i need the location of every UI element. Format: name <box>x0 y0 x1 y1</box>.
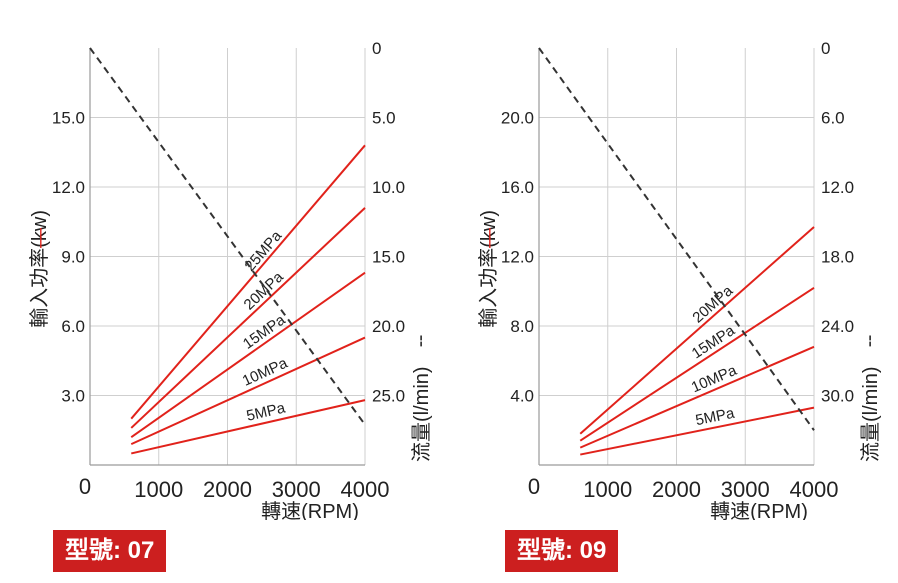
series-label-10mpa: 10MPa <box>689 362 740 397</box>
right-tick-label: 25.0 <box>372 387 405 406</box>
left-tick-label: 12.0 <box>52 178 85 197</box>
power-line-15mpa <box>579 286 815 442</box>
power-flow-chart-09: 1000 2000 3000 4000 4.0 8.0 12.0 16.0 20.0 0 0 6.0 1… <box>477 39 882 520</box>
flow-legend-marker: ╌ <box>860 335 882 347</box>
power-line-20mpa <box>130 207 366 429</box>
series-label-20mpa: 20MPa <box>689 282 736 327</box>
flow-line-dashed <box>538 47 815 431</box>
right-tick-label: 10.0 <box>372 178 405 197</box>
power-legend-marker: — <box>29 228 51 248</box>
left-tick-label: 4.0 <box>510 387 534 406</box>
y-axis-right-title: 流量(l/min) <box>859 366 882 462</box>
left-tick-label: 20.0 <box>501 109 534 128</box>
x-tick-label: 2000 <box>203 477 252 502</box>
left-tick-label: 6.0 <box>61 317 85 336</box>
origin-label: 0 <box>79 474 91 499</box>
power-line-20mpa <box>579 226 815 435</box>
x-tick-label: 3000 <box>272 477 321 502</box>
series-label-25mpa: 25MPa <box>242 227 286 275</box>
left-tick-label: 8.0 <box>510 317 534 336</box>
right-tick-label: 12.0 <box>821 178 854 197</box>
right-tick-label: 24.0 <box>821 317 854 336</box>
x-tick-label: 2000 <box>652 477 701 502</box>
model-badge-07: 型號: 07 <box>53 530 167 572</box>
series-label-10mpa: 10MPa <box>240 354 291 389</box>
left-tick-label: 15.0 <box>52 109 85 128</box>
left-tick-label: 9.0 <box>61 248 85 267</box>
x-tick-label: 4000 <box>790 477 839 502</box>
right-tick-label: 0 <box>372 39 381 58</box>
y-axis-left-title: 輸入功率(kw) <box>477 210 500 328</box>
model-badge-09: 型號: 09 <box>505 530 619 572</box>
power-flow-chart-07: 1000 2000 3000 4000 3.0 6.0 9.0 12.0 15.0 0 0 5.0 10… <box>28 39 433 520</box>
power-line-5mpa <box>131 399 366 455</box>
right-tick-label: 30.0 <box>821 387 854 406</box>
power-line-25mpa <box>130 144 366 420</box>
y-axis-right-title: 流量(l/min) <box>410 366 433 462</box>
series-label-20mpa: 20MPa <box>241 268 288 313</box>
flow-legend-marker: ╌ <box>411 335 433 347</box>
power-line-10mpa <box>130 336 366 446</box>
right-tick-label: 0 <box>821 39 830 58</box>
x-tick-label: 4000 <box>341 477 390 502</box>
power-line-5mpa <box>580 406 815 456</box>
left-tick-label: 16.0 <box>501 178 534 197</box>
x-tick-label: 3000 <box>721 477 770 502</box>
x-axis-title: 轉速(RPM) <box>710 500 808 520</box>
series-label-5mpa: 5MPa <box>245 399 288 424</box>
right-tick-label: 15.0 <box>372 248 405 267</box>
origin-label: 0 <box>528 474 540 499</box>
power-legend-marker: — <box>478 228 500 248</box>
x-axis-title: 轉速(RPM) <box>261 500 359 520</box>
x-tick-label: 1000 <box>583 477 632 502</box>
left-tick-label: 3.0 <box>61 387 85 406</box>
right-tick-label: 6.0 <box>821 109 845 128</box>
power-line-15mpa <box>130 271 366 439</box>
left-tick-label: 12.0 <box>501 248 534 267</box>
flow-line-dashed <box>89 47 366 426</box>
right-tick-label: 5.0 <box>372 109 396 128</box>
x-tick-label: 1000 <box>134 477 183 502</box>
right-tick-label: 18.0 <box>821 248 854 267</box>
right-tick-label: 20.0 <box>372 317 405 336</box>
y-axis-left-title: 輸入功率(kw) <box>28 210 51 328</box>
power-line-10mpa <box>579 345 815 449</box>
